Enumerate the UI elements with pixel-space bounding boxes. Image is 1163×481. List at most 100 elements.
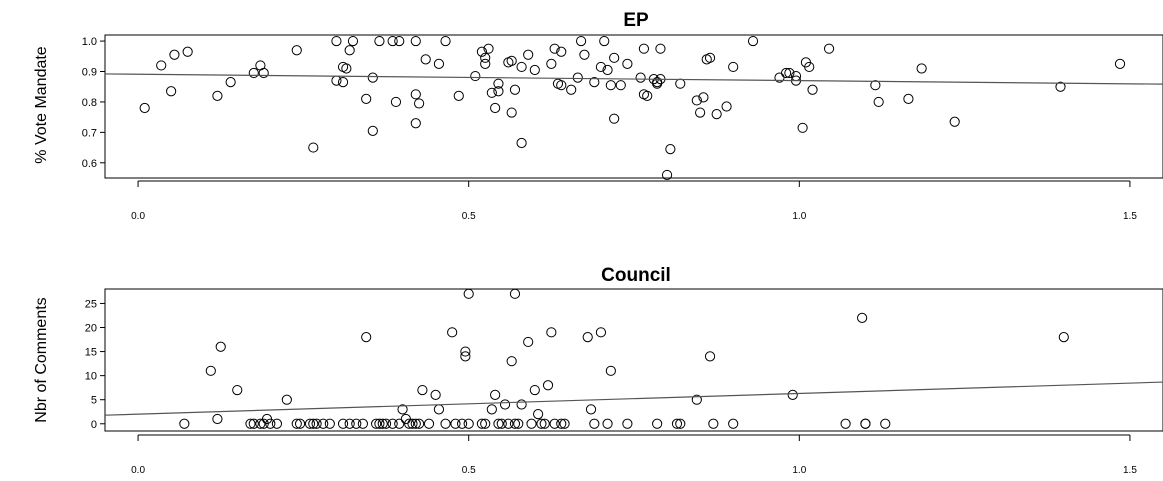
data-point xyxy=(410,418,421,429)
x-axis-ep: 0.0 0.5 1.0 1.5 xyxy=(131,180,1137,222)
data-point xyxy=(410,118,421,129)
data-point xyxy=(807,84,818,95)
data-point xyxy=(456,418,468,429)
data-point xyxy=(556,46,567,57)
data-point xyxy=(529,64,540,76)
data-point xyxy=(476,46,488,57)
data-point xyxy=(665,143,676,155)
data-point xyxy=(873,96,884,108)
data-point xyxy=(294,418,306,429)
data-point xyxy=(169,49,180,60)
data-point xyxy=(546,58,557,70)
data-point xyxy=(394,418,405,429)
y-axis-label-council: Nbr of Comments xyxy=(33,297,50,422)
data-point xyxy=(205,365,216,376)
regression-line-ep xyxy=(104,73,1163,85)
data-point xyxy=(258,67,269,79)
data-point xyxy=(337,77,349,88)
x-axis-council: 0.0 0.5 1.0 1.5 xyxy=(131,434,1137,476)
data-point xyxy=(470,70,481,82)
y-tick-label: 0.6 xyxy=(82,158,97,170)
data-point xyxy=(523,49,534,60)
data-point xyxy=(413,98,425,109)
data-point xyxy=(179,418,190,429)
data-point xyxy=(655,43,666,54)
data-point xyxy=(857,312,868,323)
data-point xyxy=(556,80,567,91)
data-point xyxy=(248,67,259,79)
data-point xyxy=(780,67,792,79)
data-point xyxy=(331,75,342,86)
data-point xyxy=(410,89,421,100)
data-point xyxy=(463,288,474,299)
data-point xyxy=(652,418,663,429)
data-point xyxy=(212,413,223,425)
data-point xyxy=(599,35,610,47)
data-point xyxy=(708,418,719,429)
data-point xyxy=(347,35,359,47)
data-point xyxy=(450,418,461,429)
data-point xyxy=(589,77,600,88)
data-point xyxy=(509,418,521,429)
y-tick-label: 0.9 xyxy=(82,67,97,79)
chart-title-council: Council xyxy=(601,265,671,286)
data-point xyxy=(526,418,537,429)
data-point xyxy=(460,351,471,362)
data-point xyxy=(1114,58,1126,70)
data-point xyxy=(870,80,881,91)
data-point xyxy=(566,84,577,95)
data-point xyxy=(506,356,517,367)
x-tick-label: 0.0 xyxy=(131,465,145,476)
y-tick-label: 0.7 xyxy=(82,127,97,139)
data-point xyxy=(304,418,316,429)
y-tick-label: 15 xyxy=(85,347,97,359)
data-point xyxy=(675,78,686,89)
data-point xyxy=(595,61,607,73)
data-point xyxy=(337,418,349,429)
y-tick-label: 0 xyxy=(91,419,97,431)
data-point xyxy=(156,60,167,71)
data-point xyxy=(576,35,587,47)
data-point xyxy=(787,389,798,400)
data-point xyxy=(698,92,709,103)
data-point xyxy=(549,43,560,54)
data-point xyxy=(344,418,355,429)
data-point xyxy=(367,72,378,83)
data-point xyxy=(423,418,435,429)
data-point xyxy=(559,418,570,429)
data-point xyxy=(516,137,527,149)
data-point xyxy=(506,55,517,66)
data-point xyxy=(374,418,385,429)
data-point xyxy=(784,67,795,79)
data-point xyxy=(410,35,421,47)
data-point xyxy=(255,418,266,429)
data-point xyxy=(420,54,431,65)
data-point xyxy=(728,418,739,429)
data-point xyxy=(433,404,445,415)
y-tick-label: 1.0 xyxy=(82,36,97,48)
y-axis-council: 0 5 10 15 20 25 xyxy=(85,298,106,431)
data-point xyxy=(182,46,193,57)
data-point xyxy=(711,109,722,120)
data-point xyxy=(605,365,616,376)
data-point xyxy=(311,418,322,429)
data-point xyxy=(671,418,683,429)
data-point xyxy=(341,63,352,74)
chart-panel-ep: EP % Vote Mandate 0.6 0.7 0.8 0.9 1.0 0.0 0.5… xyxy=(33,10,1163,222)
data-point xyxy=(506,107,517,118)
x-tick-label: 1.5 xyxy=(1123,465,1137,476)
data-point xyxy=(453,90,464,101)
y-axis-label-ep: % Vote Mandate xyxy=(33,46,50,164)
data-point xyxy=(281,394,292,405)
data-point xyxy=(490,102,501,114)
data-point xyxy=(1058,332,1069,343)
data-point xyxy=(546,327,557,338)
data-point xyxy=(430,389,441,400)
data-point xyxy=(308,418,319,429)
data-point xyxy=(533,409,544,420)
data-point xyxy=(536,418,547,429)
data-point xyxy=(516,61,527,73)
y-tick-label: 20 xyxy=(85,323,97,335)
data-point xyxy=(265,418,276,429)
